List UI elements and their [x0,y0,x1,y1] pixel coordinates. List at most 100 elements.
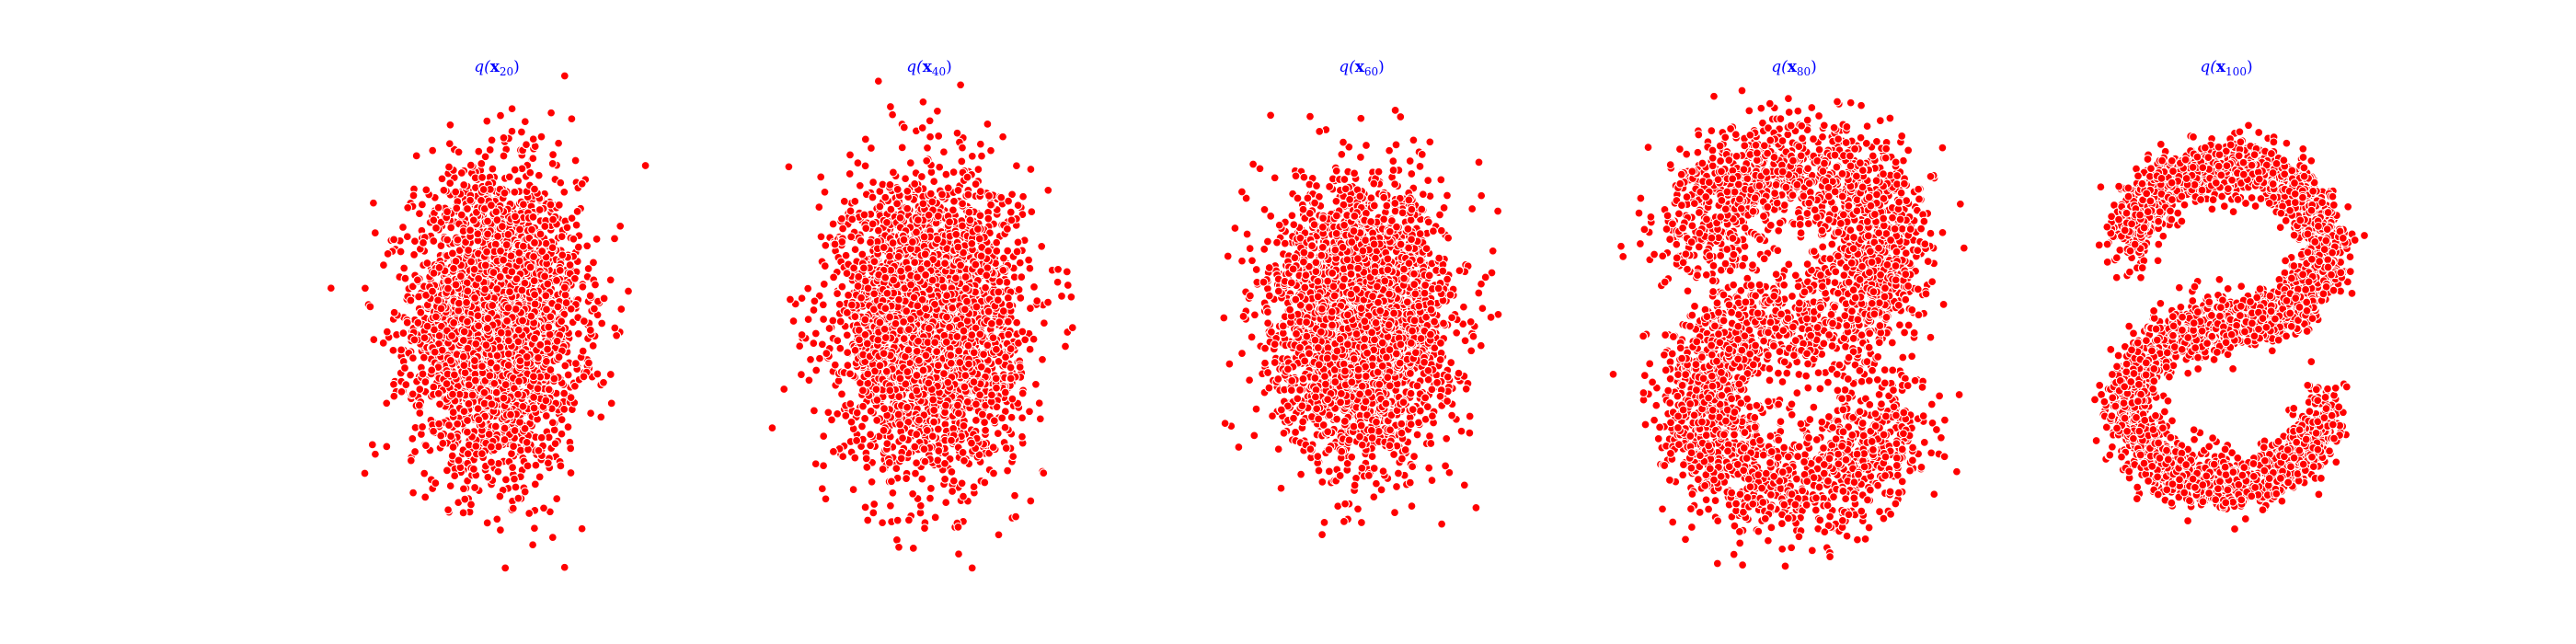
scatter-point [552,494,562,504]
scatter-point [534,352,543,362]
scatter-point [509,442,519,452]
scatter-point [456,168,466,178]
scatter-point [500,475,511,485]
scatter-point [437,345,447,355]
scatter-point [525,167,535,178]
scatter-point [458,351,468,362]
scatter-point [378,338,388,348]
scatter-point [463,316,472,327]
scatter-point [443,276,453,286]
scatter-point [1013,201,1023,211]
scatter-point [398,328,408,339]
scatter-point [821,494,831,504]
scatter-point [482,247,492,257]
scatter-point [533,384,543,394]
scatter-point [591,280,600,290]
scatter-point [513,325,523,335]
scatter-point [506,251,516,261]
scatter-point [535,205,545,214]
scatter-point [507,126,517,136]
scatter-point [582,241,592,251]
scatter-point [365,302,375,312]
scatter-point [935,162,945,172]
scatter-point [868,508,879,518]
scatter-point [408,353,418,363]
scatter-point [443,505,454,515]
scatter-point [929,177,939,187]
scatter-point [528,540,538,550]
scatter-point [525,262,535,272]
scatter-point [416,307,426,317]
scatter-point [450,471,460,481]
scatter-point [483,472,493,482]
scatter-point [496,246,505,256]
scatter-point [565,260,575,270]
scatter-point [493,466,503,477]
scatter-point [534,445,544,455]
scatter-point [562,223,572,233]
scatter-point [596,412,606,422]
scatter-point [1029,282,1039,292]
scatter-point [855,180,865,190]
scatter-point [416,430,426,439]
scatter-point [573,328,583,339]
scatter-point [420,441,431,451]
scatter-point [1038,354,1047,364]
scatter-point [449,370,459,380]
scatter-point [958,199,968,209]
scatter-point [544,322,554,332]
scatter-panel-1: q(x20) [326,58,650,573]
scatter-point [992,237,1002,247]
scatter-point [878,465,888,474]
scatter-point [516,127,526,137]
scatter-point [515,224,524,235]
scatter-point [570,359,581,369]
scatter-point [427,365,437,375]
scatter-point [500,380,511,390]
scatter-point [857,421,867,431]
scatter-point [495,525,505,535]
scatter-point [420,333,430,343]
scatter-point [527,224,536,235]
scatter-point [818,300,828,310]
scatter-point [406,455,416,466]
scatter-point [569,273,580,283]
scatter-point [442,466,452,476]
scatter-point [491,207,501,217]
scatter-point [938,147,949,157]
scatter-point [567,114,577,124]
scatter-point [615,221,626,231]
scatter-point [488,164,498,174]
scatter-point [489,268,499,278]
scatter-point [1003,466,1013,476]
scatter-point [1025,344,1035,354]
scatter-point [431,478,441,489]
scatter-point [500,423,510,433]
scatter-point [514,256,524,266]
scatter-point [548,214,558,224]
scatter-point [817,484,827,494]
scatter-point [541,291,551,301]
scatter-point [867,477,877,487]
scatter-point [579,316,589,327]
scatter-point [378,260,388,270]
scatter-point [459,361,469,371]
scatter-point [592,234,602,244]
scatter-point [546,365,556,374]
scatter-point [469,356,479,365]
scatter-point [406,370,416,380]
scatter-point [599,293,609,304]
scatter-point [917,123,927,132]
scatter-point [499,132,509,143]
scatter-point [503,349,513,359]
scatter-point [612,330,622,340]
scatter-point [437,174,447,184]
scatter-point [417,200,427,210]
scatter-point [529,276,539,286]
scatter-point [535,229,546,239]
panel-title-1: q(x20) [474,58,520,78]
scatter-point [478,185,489,194]
scatter-point [503,229,513,239]
scatter-point [810,296,820,306]
scatter-point [483,229,493,239]
